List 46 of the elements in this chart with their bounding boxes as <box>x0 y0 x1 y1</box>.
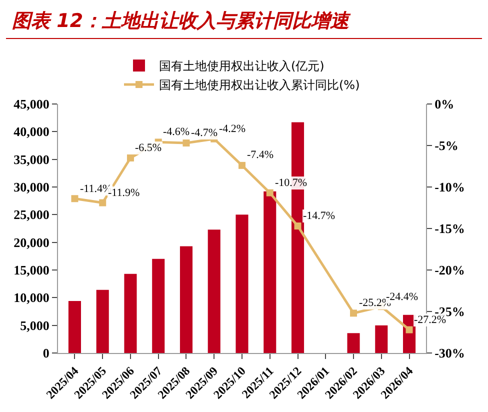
y2-tick-label: -30% <box>434 346 465 361</box>
bar <box>264 191 276 353</box>
data-label: -4.6% <box>163 126 190 138</box>
legend-label: 国有土地使用权出让收入累计同比(%) <box>159 78 360 92</box>
point <box>126 154 134 162</box>
y-tick-label: 0 <box>42 346 50 361</box>
data-label: -6.5% <box>135 142 162 154</box>
y-tick-label: 5,000 <box>20 318 50 333</box>
y-tick-label: 10,000 <box>14 290 50 306</box>
point <box>71 195 78 202</box>
point <box>266 189 274 196</box>
bar <box>68 300 81 353</box>
bar <box>152 258 165 353</box>
bar <box>180 246 193 353</box>
y2-tick-label: 0% <box>434 96 454 112</box>
point <box>99 199 106 206</box>
bar <box>347 333 360 353</box>
bar <box>124 274 137 353</box>
data-label: -27.2% <box>414 314 446 326</box>
y-tick-label: 35,000 <box>14 152 50 167</box>
point <box>350 310 358 317</box>
point <box>294 222 302 230</box>
data-label: -4.7% <box>191 127 218 139</box>
point <box>182 140 190 147</box>
y2-tick-label: -5% <box>434 138 458 154</box>
y2-tick-label: -10% <box>434 180 465 195</box>
data-label: -10.7% <box>275 177 308 189</box>
y-tick-label: 45,000 <box>14 96 50 112</box>
y-tick-label: 40,000 <box>14 124 50 140</box>
bar <box>236 214 248 353</box>
point <box>238 162 246 169</box>
bar <box>375 325 388 353</box>
y-tick-label: 15,000 <box>14 262 50 278</box>
y-tick-label: 25,000 <box>14 207 50 222</box>
y2-tick-label: -15% <box>434 221 465 236</box>
point <box>406 326 413 334</box>
chart-title: 图表 12：土地出让收入与累计同比增速 <box>6 0 482 39</box>
y2-tick-label: -20% <box>434 262 465 278</box>
data-label: -14.7% <box>303 210 336 222</box>
y-tick-label: 20,000 <box>14 234 50 250</box>
data-label: -4.2% <box>219 123 246 135</box>
data-label: -7.4% <box>247 149 274 161</box>
bar <box>96 290 109 353</box>
legend-label: 国有土地使用权出让收入(亿元) <box>159 59 324 74</box>
bar <box>208 230 220 353</box>
y-tick-label: 30,000 <box>14 180 50 195</box>
